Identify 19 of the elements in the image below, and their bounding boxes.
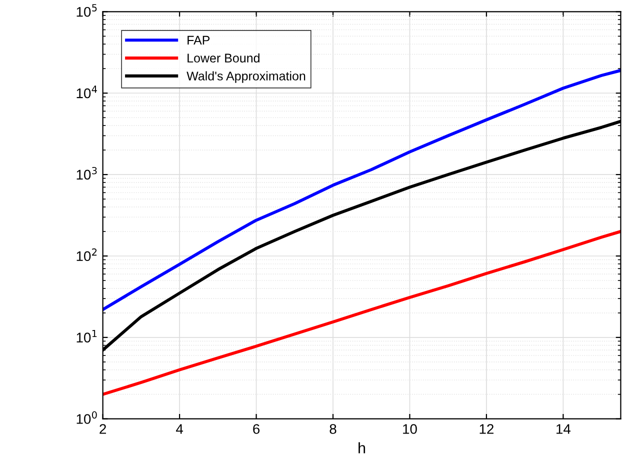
- legend-label: Lower Bound: [188, 53, 260, 63]
- x-tick-label: 6: [253, 424, 260, 434]
- x-axis-title: h: [358, 442, 366, 454]
- x-tick-label: 12: [480, 424, 494, 434]
- x-tick-label: 14: [556, 424, 571, 434]
- y-tick-label: 10$^{4}$: [76, 86, 97, 98]
- x-tick-label: 4: [176, 424, 184, 434]
- x-tick-label: 8: [330, 424, 336, 434]
- line-series: [102, 230, 621, 396]
- y-tick-label: 10$^{1}$: [76, 330, 97, 342]
- legend-label: FAP: [188, 36, 210, 45]
- y-tick-label: 10$^{2}$: [76, 248, 97, 262]
- legend-label: Wald's Approximation: [186, 71, 306, 83]
- line-series: [102, 68, 621, 312]
- y-tick-label: 10$^{0}$: [76, 411, 97, 424]
- x-tick-label: 2: [100, 424, 106, 434]
- y-tick-label: 10$^{5}$: [76, 4, 97, 17]
- x-tick-label: 10: [403, 424, 417, 434]
- y-tick-label: 10$^{3}$: [76, 166, 97, 180]
